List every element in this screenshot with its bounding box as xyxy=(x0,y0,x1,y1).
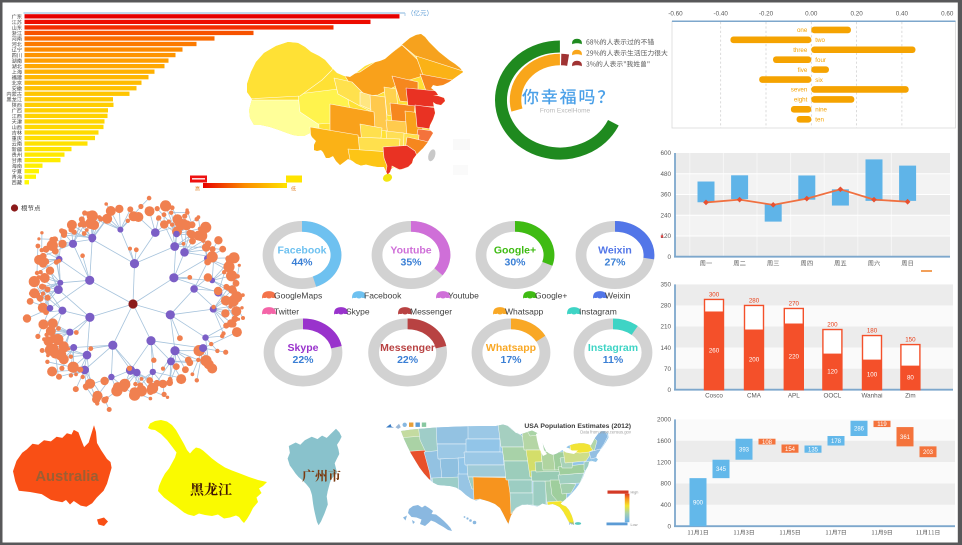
svg-text:0.40: 0.40 xyxy=(896,11,909,18)
svg-text:Messenger: Messenger xyxy=(380,342,435,354)
svg-text:393: 393 xyxy=(739,447,750,453)
svg-text:Weixin: Weixin xyxy=(598,245,632,257)
svg-text:30%: 30% xyxy=(504,257,526,269)
svg-text:345: 345 xyxy=(716,467,727,473)
svg-text:-0.60: -0.60 xyxy=(668,11,683,18)
svg-text:nine: nine xyxy=(815,107,827,114)
svg-text:1200: 1200 xyxy=(657,459,672,466)
svg-text:200: 200 xyxy=(827,322,838,329)
svg-text:0: 0 xyxy=(667,254,671,261)
svg-text:2000: 2000 xyxy=(657,417,672,424)
svg-text:240: 240 xyxy=(660,212,671,219)
svg-text:GoogleMaps: GoogleMaps xyxy=(274,291,322,301)
svg-text:300: 300 xyxy=(709,291,720,298)
svg-text:six: six xyxy=(815,77,823,84)
svg-text:480: 480 xyxy=(660,171,671,178)
svg-text:270: 270 xyxy=(789,300,800,307)
svg-text:Whatsapp: Whatsapp xyxy=(486,342,536,354)
svg-text:USA Population Estimates (2012: USA Population Estimates (2012) xyxy=(524,423,631,430)
svg-text:Facebook: Facebook xyxy=(364,291,402,301)
svg-text:0: 0 xyxy=(667,523,671,530)
svg-text:0: 0 xyxy=(667,387,671,394)
svg-text:Weixin: Weixin xyxy=(605,291,631,301)
svg-text:-0.40: -0.40 xyxy=(714,11,729,18)
svg-text:280: 280 xyxy=(749,297,760,304)
svg-text:220: 220 xyxy=(789,354,800,361)
svg-text:0.20: 0.20 xyxy=(850,11,863,18)
svg-text:150: 150 xyxy=(905,337,916,344)
svg-text:108: 108 xyxy=(762,440,773,446)
svg-text:17%: 17% xyxy=(500,354,522,366)
svg-text:Youtube: Youtube xyxy=(390,245,431,257)
svg-text:Low: Low xyxy=(631,523,638,527)
svg-text:five: five xyxy=(798,67,808,74)
svg-text:27%: 27% xyxy=(604,257,626,269)
svg-text:400: 400 xyxy=(660,502,671,509)
svg-text:1600: 1600 xyxy=(657,438,672,445)
svg-text:four: four xyxy=(815,57,826,64)
svg-text:Youtube: Youtube xyxy=(448,291,479,301)
svg-text:120: 120 xyxy=(827,369,838,376)
svg-text:OOCL: OOCL xyxy=(823,393,841,400)
svg-text:135: 135 xyxy=(808,447,819,453)
svg-text:260: 260 xyxy=(709,348,720,355)
svg-text:Google+: Google+ xyxy=(535,291,567,301)
svg-text:178: 178 xyxy=(831,439,842,445)
svg-text:600: 600 xyxy=(660,150,671,157)
svg-text:seven: seven xyxy=(791,87,808,94)
svg-text:Skype: Skype xyxy=(288,342,319,354)
svg-text:22%: 22% xyxy=(292,354,314,366)
svg-text:Data from www.census.gov: Data from www.census.gov xyxy=(580,430,632,435)
svg-text:210: 210 xyxy=(660,324,671,331)
svg-text:Instagram: Instagram xyxy=(588,342,638,354)
svg-text:360: 360 xyxy=(660,192,671,199)
svg-text:100: 100 xyxy=(867,372,878,379)
svg-text:Google+: Google+ xyxy=(494,245,536,257)
svg-text:154: 154 xyxy=(785,447,796,453)
svg-text:22%: 22% xyxy=(397,354,419,366)
svg-text:286: 286 xyxy=(854,427,865,433)
svg-text:Australia: Australia xyxy=(35,469,99,485)
svg-text:280: 280 xyxy=(660,303,671,310)
svg-text:Twitter: Twitter xyxy=(274,307,299,317)
svg-text:Zim: Zim xyxy=(905,393,916,400)
svg-text:Instagram: Instagram xyxy=(579,307,617,317)
svg-text:Wanhai: Wanhai xyxy=(861,393,882,400)
svg-text:800: 800 xyxy=(660,481,671,488)
svg-text:eight: eight xyxy=(794,97,808,104)
svg-text:900: 900 xyxy=(693,500,704,506)
svg-text:-0.20: -0.20 xyxy=(759,11,774,18)
svg-text:119: 119 xyxy=(877,422,887,428)
svg-text:0.00: 0.00 xyxy=(805,11,818,18)
svg-text:CMA: CMA xyxy=(747,393,762,400)
svg-text:361: 361 xyxy=(900,435,911,441)
svg-text:two: two xyxy=(815,37,825,44)
svg-text:ten: ten xyxy=(815,116,824,123)
svg-text:80: 80 xyxy=(907,375,914,382)
svg-text:Cosco: Cosco xyxy=(705,393,723,400)
svg-text:120: 120 xyxy=(660,233,671,240)
svg-text:APL: APL xyxy=(788,393,800,400)
svg-text:three: three xyxy=(793,47,808,54)
svg-text:44%: 44% xyxy=(291,257,313,269)
svg-text:Skype: Skype xyxy=(346,307,370,317)
svg-text:180: 180 xyxy=(867,328,878,335)
svg-text:35%: 35% xyxy=(400,257,422,269)
svg-text:203: 203 xyxy=(923,450,934,456)
svg-text:11%: 11% xyxy=(603,354,624,366)
svg-text:Messenger: Messenger xyxy=(410,307,452,317)
svg-text:350: 350 xyxy=(660,282,671,289)
svg-text:0.60: 0.60 xyxy=(941,11,954,18)
svg-text:PR: PR xyxy=(569,522,574,526)
svg-text:140: 140 xyxy=(660,345,671,352)
svg-text:70: 70 xyxy=(664,366,672,373)
svg-text:Whatsapp: Whatsapp xyxy=(505,307,544,317)
svg-text:High: High xyxy=(631,491,639,495)
svg-text:200: 200 xyxy=(749,357,760,364)
svg-text:Facebook: Facebook xyxy=(277,245,326,257)
svg-text:one: one xyxy=(797,27,808,34)
svg-text:From ExcelHome: From ExcelHome xyxy=(540,108,591,115)
